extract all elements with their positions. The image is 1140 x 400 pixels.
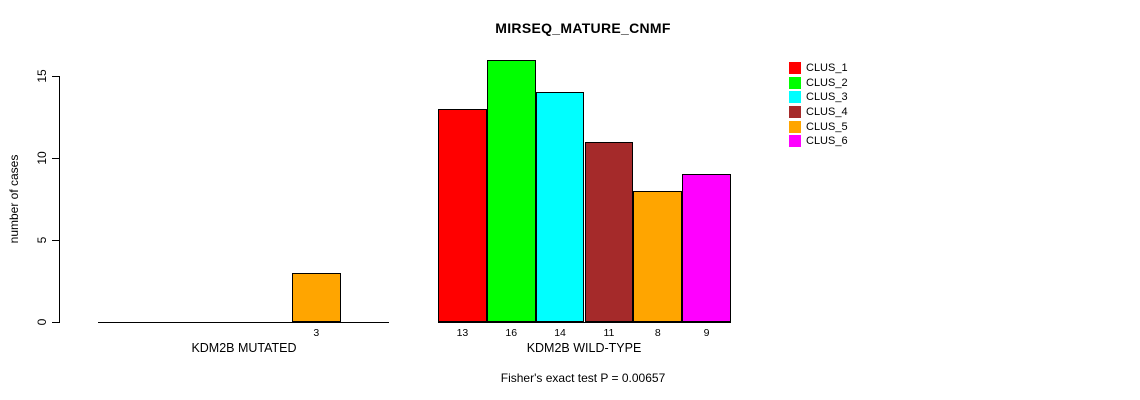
y-tick-label: 0 bbox=[35, 318, 49, 326]
legend-item: CLUS_6 bbox=[789, 135, 848, 148]
legend-swatch bbox=[789, 106, 801, 119]
bar-clus-4 bbox=[584, 141, 634, 322]
bar-clus-5 bbox=[292, 272, 341, 322]
bar-clus-5 bbox=[633, 190, 683, 322]
x-axis-line bbox=[438, 322, 731, 323]
legend-label: CLUS_3 bbox=[806, 91, 848, 104]
y-axis-tick bbox=[52, 158, 59, 159]
bar-value-label: 9 bbox=[703, 327, 710, 339]
legend-label: CLUS_6 bbox=[806, 135, 848, 148]
legend-label: CLUS_1 bbox=[806, 62, 848, 74]
group-label-wildtype: KDM2B WILD-TYPE bbox=[526, 341, 642, 355]
bar-value-label: 13 bbox=[456, 327, 469, 339]
legend-swatch bbox=[789, 91, 801, 104]
group-label-mutated: KDM2B MUTATED bbox=[191, 341, 297, 355]
bar-value-label: 3 bbox=[313, 327, 320, 339]
bar-value-label: 14 bbox=[554, 327, 566, 339]
legend-item: CLUS_4 bbox=[789, 106, 848, 119]
legend: CLUS_1 CLUS_2 CLUS_3 CLUS_4 CLUS_5 CLUS_6 bbox=[789, 62, 848, 150]
bar-clus-1 bbox=[438, 108, 487, 322]
legend-label: CLUS_5 bbox=[806, 120, 848, 133]
y-axis-tick bbox=[52, 240, 59, 241]
y-axis-tick bbox=[52, 76, 59, 77]
legend-swatch bbox=[789, 135, 801, 148]
y-tick-label: 10 bbox=[35, 151, 49, 165]
bar-clus-6 bbox=[682, 174, 731, 322]
legend-swatch bbox=[789, 62, 801, 74]
bar-value-label: 11 bbox=[603, 327, 615, 339]
legend-item: CLUS_1 bbox=[789, 62, 848, 74]
legend-item: CLUS_5 bbox=[789, 120, 848, 133]
bar-clus-2 bbox=[486, 59, 536, 322]
fisher-test-note: Fisher's exact test P = 0.00657 bbox=[500, 371, 666, 385]
y-tick-label: 5 bbox=[35, 236, 49, 244]
legend-label: CLUS_2 bbox=[806, 76, 848, 89]
y-axis-line bbox=[59, 76, 60, 323]
chart-title: MIRSEQ_MATURE_CNMF bbox=[495, 20, 671, 36]
legend-item: CLUS_3 bbox=[789, 91, 848, 104]
bar-value-label: 16 bbox=[505, 327, 518, 339]
legend-swatch bbox=[789, 120, 801, 133]
bar-clus-3 bbox=[535, 92, 585, 322]
y-tick-label: 15 bbox=[35, 69, 49, 83]
y-axis-tick bbox=[52, 322, 59, 323]
x-axis-line bbox=[98, 322, 389, 323]
legend-label: CLUS_4 bbox=[806, 106, 848, 119]
bar-value-label: 8 bbox=[654, 327, 661, 339]
legend-swatch bbox=[789, 76, 801, 89]
legend-item: CLUS_2 bbox=[789, 76, 848, 89]
